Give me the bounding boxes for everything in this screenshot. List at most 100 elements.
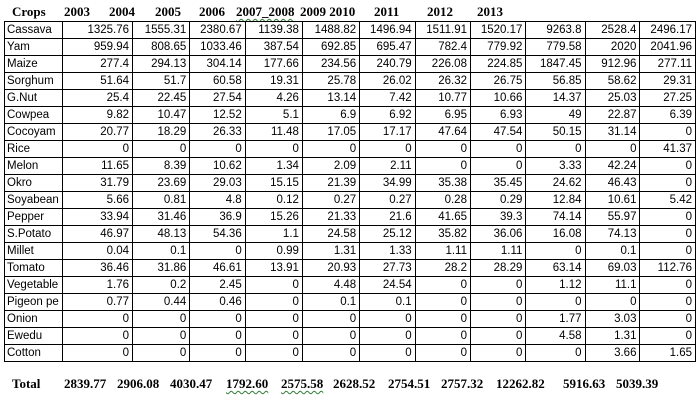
value-cell: 0.44 bbox=[132, 293, 191, 311]
value-cell: 0 bbox=[639, 123, 696, 141]
value-cell: 14.37 bbox=[525, 89, 586, 107]
table-row: G.Nut 25.4 22.45 27.54 4.26 13.14 7.42 10.77 10.… bbox=[4, 89, 696, 107]
value-cell: 6.92 bbox=[359, 106, 416, 124]
value-cell: 25.4 bbox=[61, 89, 134, 107]
header-2007-2008: 2007_2008 bbox=[236, 4, 295, 19]
value-cell: 387.54 bbox=[244, 38, 303, 56]
value-cell: 25.78 bbox=[301, 72, 361, 90]
table-row: Millet 0.04 0.1 0 0.99 1.31 1.33 1.11 1.11 0 0.1 0 bbox=[4, 242, 696, 260]
value-cell: 0 bbox=[132, 140, 191, 158]
value-cell: 25.12 bbox=[359, 225, 416, 243]
value-cell: 0.1 bbox=[301, 293, 361, 311]
value-cell: 6.95 bbox=[414, 106, 471, 124]
header-2005: 2005 bbox=[155, 4, 181, 19]
value-cell: 28.29 bbox=[469, 259, 527, 277]
value-cell: 56.85 bbox=[525, 72, 586, 90]
value-cell: 31.79 bbox=[61, 174, 134, 192]
value-cell: 29.03 bbox=[189, 174, 246, 192]
header-crops: Crops bbox=[12, 4, 46, 19]
value-cell: 1555.31 bbox=[132, 21, 191, 39]
table-header-row: Crops 2003 2004 2005 2006 2007_2008 2009… bbox=[0, 2, 696, 20]
value-cell: 39.3 bbox=[469, 208, 527, 226]
value-cell: 0 bbox=[189, 344, 246, 362]
value-cell: 11.65 bbox=[61, 157, 134, 175]
value-cell: 0 bbox=[189, 242, 246, 260]
value-cell: 17.17 bbox=[359, 123, 416, 141]
value-cell: 24.62 bbox=[525, 174, 586, 192]
value-cell: 1.76 bbox=[61, 276, 134, 294]
value-cell: 24.58 bbox=[301, 225, 361, 243]
value-cell: 0 bbox=[301, 327, 361, 345]
crop-name-cell: Tomato bbox=[4, 259, 63, 277]
value-cell: 36.46 bbox=[61, 259, 134, 277]
value-cell: 31.46 bbox=[132, 208, 191, 226]
value-cell: 0 bbox=[414, 157, 471, 175]
value-cell: 10.66 bbox=[469, 89, 527, 107]
table-row: Cassava 1325.76 1555.31 2380.67 1139.38 1488.… bbox=[4, 21, 696, 39]
value-cell: 1139.38 bbox=[244, 21, 303, 39]
value-cell: 782.4 bbox=[414, 38, 471, 56]
value-cell: 0 bbox=[132, 344, 191, 362]
value-cell: 20.77 bbox=[61, 123, 134, 141]
value-cell: 0 bbox=[469, 140, 527, 158]
value-cell: 1488.82 bbox=[301, 21, 361, 39]
value-cell: 20.93 bbox=[301, 259, 361, 277]
value-cell: 0 bbox=[584, 293, 641, 311]
value-cell: 6.39 bbox=[639, 106, 696, 124]
value-cell: 0 bbox=[189, 327, 246, 345]
value-cell: 0 bbox=[639, 174, 696, 192]
value-cell: 0 bbox=[61, 327, 134, 345]
value-cell: 112.76 bbox=[639, 259, 696, 277]
crop-name-cell: Melon bbox=[4, 157, 63, 175]
value-cell: 21.39 bbox=[301, 174, 361, 192]
value-cell: 74.14 bbox=[525, 208, 586, 226]
value-cell: 0 bbox=[244, 344, 303, 362]
value-cell: 3.33 bbox=[525, 157, 586, 175]
value-cell: 2041.96 bbox=[639, 38, 696, 56]
header-2006: 2006 bbox=[199, 4, 225, 19]
value-cell: 234.56 bbox=[301, 55, 361, 73]
value-cell: 69.03 bbox=[584, 259, 641, 277]
value-cell: 27.25 bbox=[639, 89, 696, 107]
value-cell: 36.9 bbox=[189, 208, 246, 226]
value-cell: 0 bbox=[639, 242, 696, 260]
value-cell: 2496.17 bbox=[639, 21, 696, 39]
value-cell: 959.94 bbox=[61, 38, 134, 56]
value-cell: 27.54 bbox=[189, 89, 246, 107]
value-cell: 21.6 bbox=[359, 208, 416, 226]
value-cell: 36.06 bbox=[469, 225, 527, 243]
value-cell: 4.58 bbox=[525, 327, 586, 345]
value-cell: 35.45 bbox=[469, 174, 527, 192]
value-cell: 60.58 bbox=[189, 72, 246, 90]
value-cell: 0 bbox=[525, 140, 586, 158]
value-cell: 46.97 bbox=[61, 225, 134, 243]
value-cell: 19.31 bbox=[244, 72, 303, 90]
header-2009-2010: 2009 2010 bbox=[300, 4, 356, 19]
value-cell: 28.2 bbox=[414, 259, 471, 277]
value-cell: 0 bbox=[189, 310, 246, 328]
value-cell: 18.29 bbox=[132, 123, 191, 141]
table-row: Rice 0 0 0 0 0 0 0 0 0 0 41.37 bbox=[4, 140, 696, 158]
value-cell: 0.04 bbox=[61, 242, 134, 260]
value-cell: 3.03 bbox=[584, 310, 641, 328]
value-cell: 5.66 bbox=[61, 191, 134, 209]
totals-row: Total 2839.77 2906.08 4030.47 1792.60 25… bbox=[0, 374, 696, 392]
value-cell: 1847.45 bbox=[525, 55, 586, 73]
value-cell: 1.12 bbox=[525, 276, 586, 294]
value-cell: 0 bbox=[469, 293, 527, 311]
value-cell: 17.05 bbox=[301, 123, 361, 141]
value-cell: 0 bbox=[469, 276, 527, 294]
value-cell: 0 bbox=[469, 157, 527, 175]
header-2003: 2003 bbox=[64, 4, 90, 19]
value-cell: 0 bbox=[469, 327, 527, 345]
crop-name-cell: Soyabean bbox=[4, 191, 63, 209]
crop-name-cell: S.Potato bbox=[4, 225, 63, 243]
value-cell: 21.33 bbox=[301, 208, 361, 226]
value-cell: 224.85 bbox=[469, 55, 527, 73]
value-cell: 695.47 bbox=[359, 38, 416, 56]
value-cell: 3.66 bbox=[584, 344, 641, 362]
value-cell: 0.2 bbox=[132, 276, 191, 294]
value-cell: 12.52 bbox=[189, 106, 246, 124]
table-row: S.Potato 46.97 48.13 54.36 1.1 24.58 25.12 35.8… bbox=[4, 225, 696, 243]
total-value: 2575.58 bbox=[281, 376, 324, 391]
